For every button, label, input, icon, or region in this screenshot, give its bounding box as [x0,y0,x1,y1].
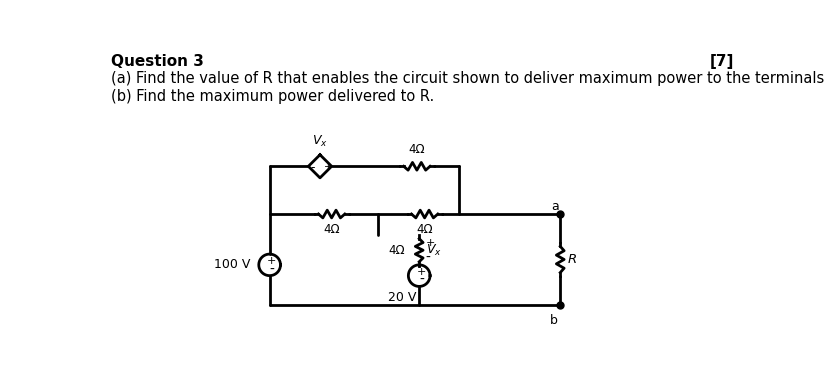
Text: 20 V: 20 V [388,291,416,304]
Text: 4Ω: 4Ω [323,223,340,236]
Text: a: a [551,200,559,213]
Text: Question 3: Question 3 [110,54,204,69]
Text: $V_x$: $V_x$ [312,134,328,150]
Text: +: + [425,238,435,247]
Text: b: b [550,314,558,327]
Text: R: R [568,253,578,266]
Text: 4Ω: 4Ω [416,223,433,236]
Text: +: + [324,162,333,172]
Text: +: + [417,267,426,277]
Text: 4Ω: 4Ω [389,244,405,257]
Text: -: - [269,263,274,276]
Text: 100 V: 100 V [214,259,250,271]
Text: (a) Find the value of R that enables the circuit shown to deliver maximum power : (a) Find the value of R that enables the… [110,71,824,86]
Text: 4Ω: 4Ω [409,143,425,156]
Text: -: - [425,251,430,265]
Text: [7]: [7] [709,54,734,69]
Text: -: - [310,161,315,174]
Text: -: - [419,273,424,287]
Text: $V_x$: $V_x$ [426,243,442,258]
Text: (b) Find the maximum power delivered to R.: (b) Find the maximum power delivered to … [110,89,434,103]
Text: +: + [267,256,277,266]
